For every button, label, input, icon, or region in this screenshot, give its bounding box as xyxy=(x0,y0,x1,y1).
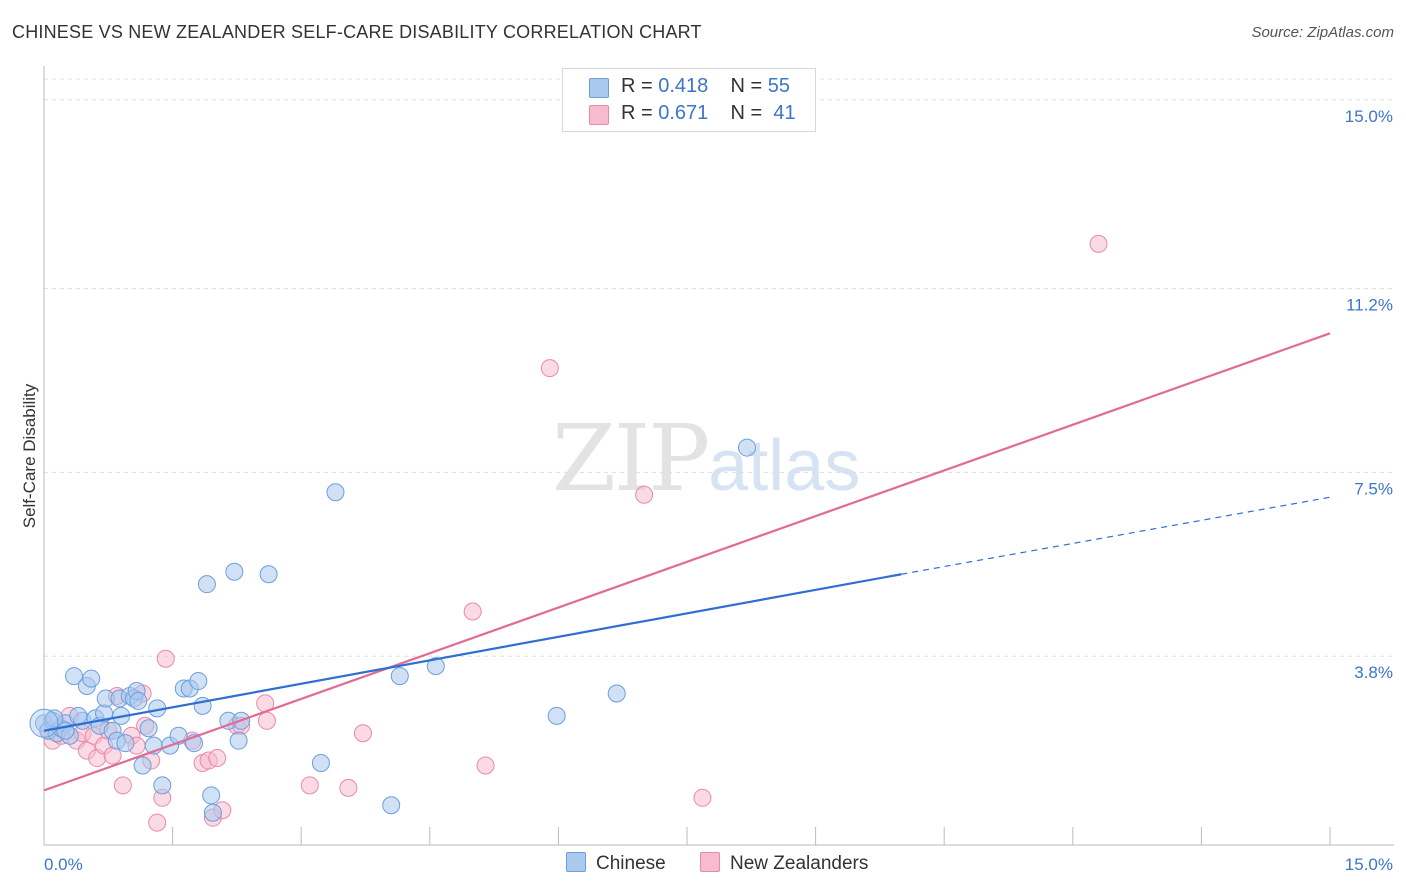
nz-point xyxy=(635,485,654,504)
source-label: Source: ZipAtlas.com xyxy=(1251,24,1394,41)
y-tick-label: 15.0% xyxy=(1345,107,1393,126)
chinese-point xyxy=(390,667,409,686)
legend-n-value-nz: 41 xyxy=(773,102,796,124)
series-chinese xyxy=(29,438,757,822)
watermark-zip: ZIP xyxy=(552,405,710,512)
legend-n-label: N = xyxy=(730,102,763,124)
nz-point xyxy=(339,778,358,797)
chinese-point xyxy=(153,776,172,795)
chinese-point xyxy=(311,754,330,773)
nz-point xyxy=(353,724,372,743)
chinese-point xyxy=(129,691,148,710)
nz-point xyxy=(103,746,122,765)
chinese-point xyxy=(197,575,216,594)
legend-n-label: N = xyxy=(730,75,763,97)
nz-trend-line xyxy=(43,332,1331,792)
chinese-trend-line xyxy=(43,573,902,732)
nz-point xyxy=(1089,234,1108,253)
chinese-point xyxy=(738,438,757,457)
chinese-trend-extension xyxy=(901,496,1331,575)
bottom-legend-nz: New Zealanders xyxy=(700,852,868,876)
nz-point xyxy=(463,602,482,621)
chinese-point xyxy=(189,672,208,691)
series-new-zealanders xyxy=(39,234,1108,832)
chart-title: CHINESE VS NEW ZEALANDER SELF-CARE DISAB… xyxy=(12,22,702,42)
chinese-point xyxy=(116,734,135,753)
nz-point xyxy=(113,776,132,795)
chinese-point xyxy=(133,756,152,775)
chinese-point xyxy=(203,803,222,822)
watermark-atlas: atlas xyxy=(708,426,861,506)
nz-point xyxy=(208,749,227,768)
x-tick-label-max: 15.0% xyxy=(1345,855,1393,874)
nz-point xyxy=(693,788,712,807)
legend-swatch-chinese xyxy=(589,78,609,98)
bottom-legend-nz-label: New Zealanders xyxy=(730,853,869,874)
legend-r-label: R = xyxy=(621,102,653,124)
chinese-point xyxy=(547,706,566,725)
bottom-swatch-nz xyxy=(700,852,720,872)
correlation-legend: R = 0.418 N = 55 R = 0.671 N = 41 xyxy=(562,68,816,132)
chinese-point xyxy=(326,483,345,502)
legend-r-label: R = xyxy=(621,75,653,97)
legend-n-value-chinese: 55 xyxy=(767,75,791,97)
chinese-point xyxy=(139,719,158,738)
chinese-point xyxy=(229,731,248,750)
chinese-point xyxy=(45,709,64,728)
nz-point xyxy=(300,776,319,795)
legend-r-value-nz: 0.671 xyxy=(658,102,709,124)
y-tick-label: 7.5% xyxy=(1354,479,1393,498)
y-tick-label: 11.2% xyxy=(1346,296,1393,315)
chinese-point xyxy=(426,657,445,676)
trend-lines xyxy=(43,332,1331,792)
legend-r-value-chinese: 0.418 xyxy=(658,75,709,97)
nz-point xyxy=(257,711,276,730)
chinese-point-cluster xyxy=(29,708,59,738)
nz-point xyxy=(148,813,167,832)
bottom-swatch-chinese xyxy=(566,852,586,872)
nz-point xyxy=(156,649,175,668)
watermark: ZIPatlas xyxy=(552,405,860,512)
nz-point xyxy=(476,756,495,775)
y-axis-label: Self-Care Disability xyxy=(20,383,39,529)
chinese-point xyxy=(69,706,88,725)
bottom-legend-chinese: Chinese xyxy=(566,852,666,876)
chinese-point xyxy=(225,562,244,581)
bottom-legend-chinese-label: Chinese xyxy=(596,853,666,874)
tick-labels: 3.8% 7.5% 11.2% 15.0% 0.0% 15.0% xyxy=(44,107,1393,874)
chinese-point xyxy=(382,796,401,815)
grid-lines xyxy=(44,78,1394,657)
legend-swatch-nz xyxy=(589,105,609,125)
chinese-point xyxy=(82,669,101,688)
x-tick-label-min: 0.0% xyxy=(44,855,83,874)
y-tick-label: 3.8% xyxy=(1354,663,1393,682)
chinese-point xyxy=(202,786,221,805)
nz-point xyxy=(540,359,559,378)
chinese-point xyxy=(607,684,626,703)
chinese-point xyxy=(259,565,278,584)
